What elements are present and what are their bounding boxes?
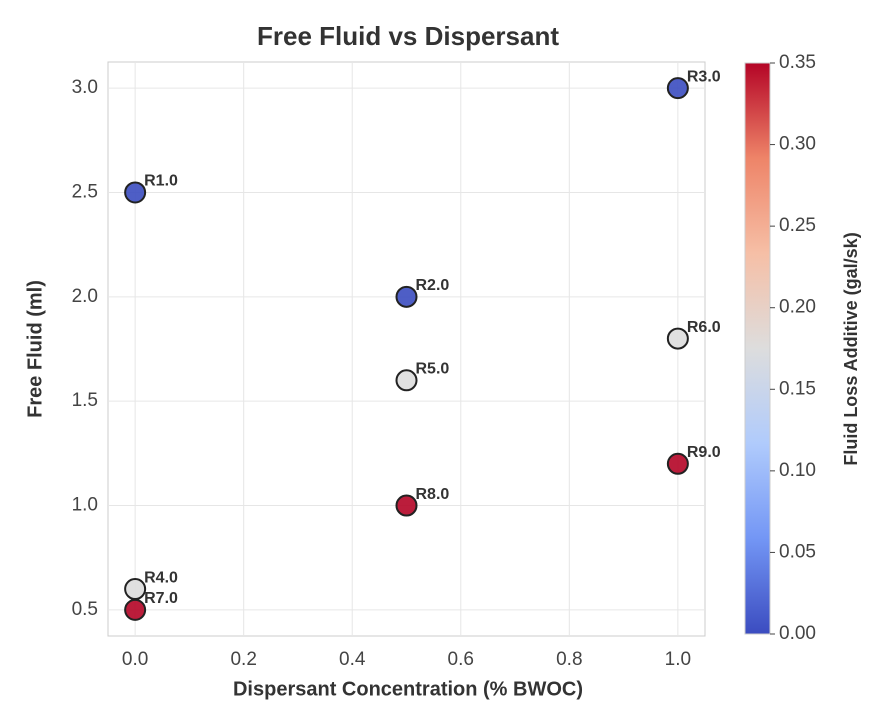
point-label: R7.0	[144, 590, 178, 607]
point-label: R1.0	[144, 173, 178, 190]
point	[666, 327, 689, 350]
x-tick-label: 0.0	[122, 649, 148, 670]
point	[395, 369, 418, 392]
colorbar-tick-label: 0.00	[779, 623, 816, 644]
plot-area	[107, 61, 706, 637]
y-tick-label: 1.0	[72, 495, 98, 516]
point-label: R5.0	[416, 361, 450, 378]
x-tick-label: 1.0	[665, 649, 691, 670]
point-label: R4.0	[144, 569, 178, 586]
x-tick-label: 0.4	[339, 649, 366, 670]
colorbar-label: Fluid Loss Additive (gal/sk)	[841, 232, 861, 465]
x-tick-label: 0.6	[448, 649, 474, 670]
chart-title: Free Fluid vs Dispersant	[257, 21, 559, 51]
point	[395, 494, 418, 517]
colorbar-tick-label: 0.30	[779, 134, 816, 155]
x-axis-label: Dispersant Concentration (% BWOC)	[233, 678, 583, 700]
point	[124, 181, 147, 204]
point-label: R3.0	[687, 68, 721, 85]
point	[124, 578, 147, 601]
colorbar-tick-label: 0.05	[779, 541, 816, 562]
y-tick-label: 3.0	[72, 77, 98, 98]
y-tick-label: 0.5	[72, 599, 98, 620]
y-axis-label: Free Fluid (ml)	[24, 280, 46, 418]
point-label: R9.0	[687, 444, 721, 461]
point	[666, 452, 689, 475]
point	[395, 285, 418, 308]
point-label: R2.0	[416, 277, 450, 294]
y-tick-label: 2.0	[72, 286, 98, 307]
point	[666, 77, 689, 100]
colorbar-tick-label: 0.35	[779, 52, 816, 73]
colorbar-tick-label: 0.20	[779, 297, 816, 318]
point	[124, 598, 147, 621]
y-tick-label: 2.5	[72, 181, 98, 202]
x-tick-label: 0.8	[556, 649, 582, 670]
colorbar-tick-label: 0.25	[779, 215, 816, 236]
x-tick-label: 0.2	[230, 649, 256, 670]
colorbar	[744, 62, 771, 635]
colorbar-tick-label: 0.15	[779, 378, 816, 399]
point-label: R8.0	[416, 486, 450, 503]
y-tick-label: 1.5	[72, 390, 98, 411]
colorbar-tick-label: 0.10	[779, 460, 816, 481]
point-label: R6.0	[687, 319, 721, 336]
